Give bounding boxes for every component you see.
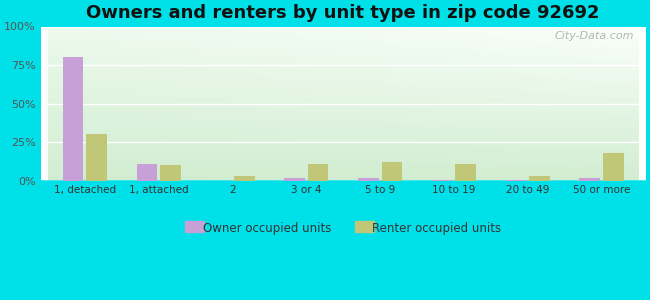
Bar — [358, 178, 379, 181]
Bar — [579, 178, 600, 181]
Text: City-Data.com: City-Data.com — [554, 31, 634, 41]
Bar — [382, 162, 402, 181]
Bar — [63, 57, 83, 181]
Bar — [308, 164, 328, 181]
Bar — [160, 165, 181, 181]
Bar — [603, 153, 624, 181]
Legend: Owner occupied units, Renter occupied units: Owner occupied units, Renter occupied un… — [180, 217, 506, 240]
Bar — [456, 164, 476, 181]
Bar — [529, 176, 550, 181]
Bar — [284, 178, 305, 181]
Bar — [506, 180, 526, 181]
Bar — [86, 134, 107, 181]
Title: Owners and renters by unit type in zip code 92692: Owners and renters by unit type in zip c… — [86, 4, 600, 22]
Bar — [136, 164, 157, 181]
Bar — [234, 176, 255, 181]
Bar — [432, 180, 452, 181]
